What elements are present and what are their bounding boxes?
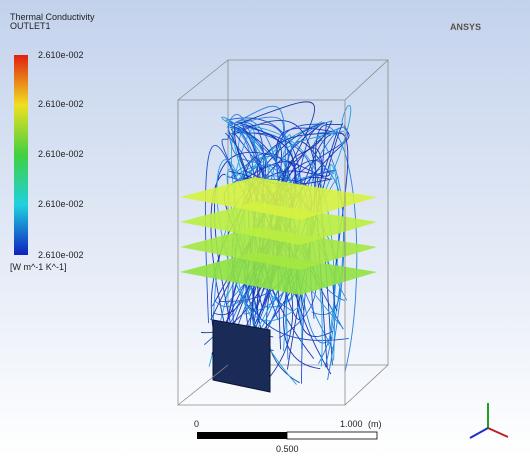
logo: ANSYS bbox=[450, 22, 481, 32]
legend-label: 2.610e-002 bbox=[38, 149, 84, 159]
legend-subtitle: OUTLET1 bbox=[10, 21, 51, 31]
scale-label: 1.000 bbox=[340, 419, 363, 429]
scale-segment bbox=[287, 432, 377, 439]
legend-label: 2.610e-002 bbox=[38, 99, 84, 109]
legend-label: 2.610e-002 bbox=[38, 250, 84, 260]
viewport: Thermal Conductivity OUTLET1 2.610e-002 … bbox=[0, 0, 530, 457]
scale-label: 0 bbox=[194, 419, 199, 429]
scale-label: 0.500 bbox=[276, 444, 299, 454]
scale-label: (m) bbox=[368, 419, 382, 429]
legend-unit: [W m^-1 K^-1] bbox=[10, 262, 66, 272]
color-bar bbox=[14, 55, 28, 255]
inlet bbox=[213, 320, 270, 392]
legend-label: 2.610e-002 bbox=[38, 199, 84, 209]
legend-label: 2.610e-002 bbox=[38, 50, 84, 60]
scale-segment bbox=[197, 432, 287, 439]
